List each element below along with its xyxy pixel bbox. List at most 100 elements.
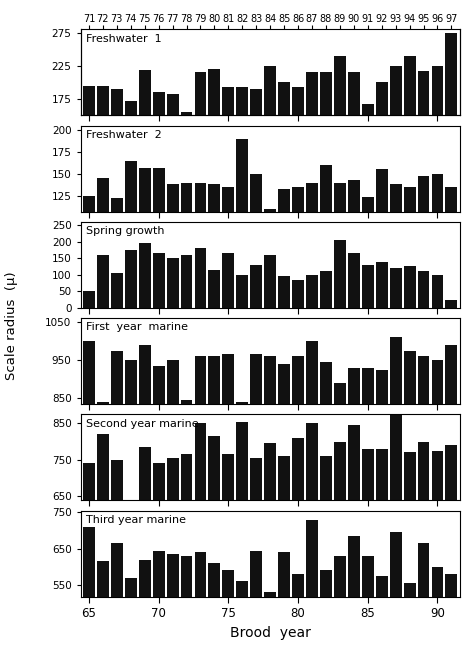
- Text: Spring growth: Spring growth: [86, 226, 165, 236]
- Bar: [446, 574, 457, 652]
- Bar: [83, 291, 95, 308]
- Bar: [222, 87, 234, 215]
- Bar: [446, 33, 457, 215]
- Bar: [292, 280, 304, 308]
- Bar: [222, 253, 234, 308]
- Bar: [264, 443, 276, 652]
- Bar: [431, 274, 443, 308]
- Bar: [111, 543, 123, 652]
- Bar: [404, 351, 416, 652]
- Bar: [320, 456, 332, 652]
- Bar: [278, 456, 290, 652]
- Bar: [209, 356, 220, 652]
- Bar: [237, 139, 248, 305]
- Bar: [390, 185, 401, 305]
- Bar: [181, 183, 192, 305]
- Bar: [446, 187, 457, 305]
- Bar: [222, 187, 234, 305]
- Text: Third year marine: Third year marine: [86, 515, 186, 525]
- Bar: [404, 187, 416, 305]
- Bar: [125, 578, 137, 652]
- Bar: [320, 570, 332, 652]
- Bar: [97, 561, 109, 652]
- Bar: [418, 441, 429, 652]
- Bar: [431, 451, 443, 652]
- Bar: [111, 273, 123, 308]
- Bar: [334, 183, 346, 305]
- Bar: [418, 271, 429, 308]
- Bar: [431, 567, 443, 652]
- Bar: [153, 253, 164, 308]
- Bar: [320, 72, 332, 215]
- Bar: [167, 554, 179, 652]
- Bar: [278, 188, 290, 305]
- Bar: [250, 174, 262, 305]
- Bar: [348, 536, 360, 652]
- Bar: [348, 180, 360, 305]
- X-axis label: Brood  year: Brood year: [230, 625, 310, 640]
- Bar: [83, 341, 95, 652]
- Bar: [167, 94, 179, 215]
- Bar: [237, 422, 248, 652]
- Bar: [292, 438, 304, 652]
- Bar: [334, 240, 346, 308]
- Bar: [306, 423, 318, 652]
- Bar: [362, 265, 374, 308]
- Bar: [125, 360, 137, 652]
- Bar: [404, 452, 416, 652]
- Bar: [418, 175, 429, 305]
- Bar: [404, 583, 416, 652]
- Bar: [153, 464, 164, 652]
- Bar: [292, 87, 304, 215]
- Bar: [292, 356, 304, 652]
- Bar: [209, 69, 220, 215]
- Bar: [334, 556, 346, 652]
- Bar: [194, 72, 206, 215]
- Bar: [306, 183, 318, 305]
- Bar: [431, 174, 443, 305]
- Bar: [125, 101, 137, 215]
- Bar: [111, 89, 123, 215]
- Bar: [181, 454, 192, 652]
- Bar: [194, 183, 206, 305]
- Bar: [97, 85, 109, 215]
- Bar: [209, 436, 220, 652]
- Bar: [278, 276, 290, 308]
- Bar: [348, 425, 360, 652]
- Bar: [181, 400, 192, 652]
- Bar: [97, 178, 109, 305]
- Bar: [362, 449, 374, 652]
- Bar: [264, 356, 276, 652]
- Bar: [209, 563, 220, 652]
- Bar: [237, 582, 248, 652]
- Bar: [139, 345, 151, 652]
- Bar: [390, 66, 401, 215]
- Bar: [278, 364, 290, 652]
- Bar: [222, 570, 234, 652]
- Bar: [264, 66, 276, 215]
- Bar: [431, 66, 443, 215]
- Bar: [167, 360, 179, 652]
- Bar: [390, 533, 401, 652]
- Bar: [292, 187, 304, 305]
- Bar: [376, 261, 388, 308]
- Bar: [194, 356, 206, 652]
- Bar: [306, 520, 318, 652]
- Bar: [237, 402, 248, 652]
- Bar: [250, 458, 262, 652]
- Bar: [209, 185, 220, 305]
- Bar: [125, 250, 137, 308]
- Bar: [390, 413, 401, 652]
- Bar: [334, 441, 346, 652]
- Bar: [362, 104, 374, 215]
- Bar: [390, 268, 401, 308]
- Bar: [153, 168, 164, 305]
- Bar: [167, 185, 179, 305]
- Bar: [153, 92, 164, 215]
- Bar: [237, 274, 248, 308]
- Bar: [264, 209, 276, 305]
- Bar: [139, 559, 151, 652]
- Bar: [194, 423, 206, 652]
- Bar: [111, 198, 123, 305]
- Bar: [264, 255, 276, 308]
